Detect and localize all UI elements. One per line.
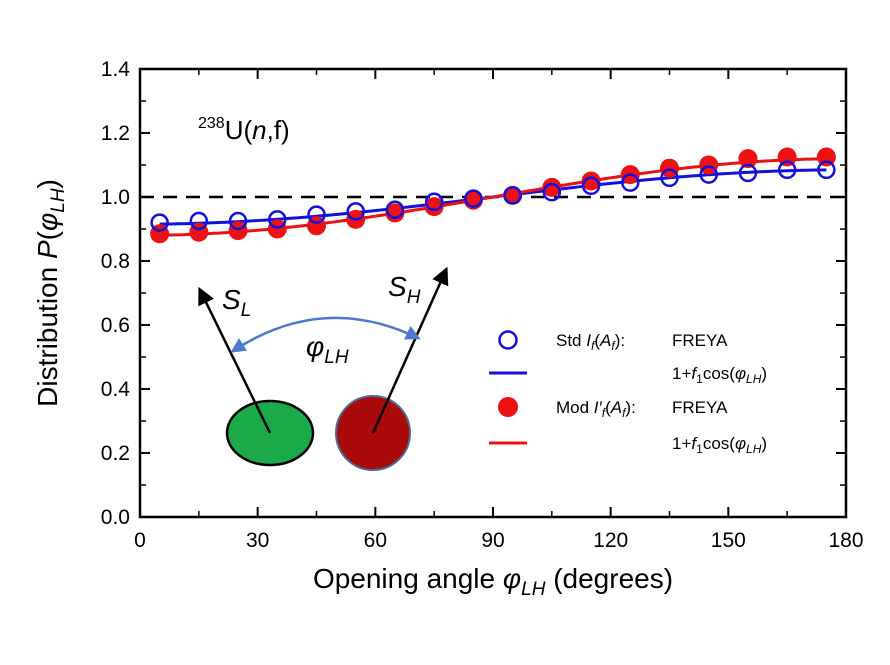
opening-angle-arrow [230,316,421,353]
y-tick-label: 0.2 [101,442,130,465]
y-axis-label: Distribution P(φLH) [32,179,69,407]
mod-freya-point [424,197,444,217]
std-freya-point [464,189,483,208]
legend: Std If(Af): FREYA 1+f1cos(φLH) Mod I′f(A… [489,330,767,456]
light-spin-label: SL [222,284,251,321]
mod-freya-point [581,171,601,191]
y-tick-label: 0.6 [101,314,130,337]
std-freya-point [307,205,326,224]
legend-mod-source: FREYA [672,398,728,417]
mod-freya-point [385,203,405,223]
series-layer [150,147,836,244]
legend-std-source: FREYA [672,331,728,350]
y-tick-label: 0.8 [101,250,130,273]
x-tick-label: 90 [481,529,504,552]
mod-freya-point [816,147,836,167]
y-tick-labels: 0.0 0.2 0.4 0.6 0.8 1.0 1.2 1.4 [101,58,131,529]
std-freya-point [346,202,365,221]
mod-freya-point [777,147,797,167]
std-freya-point [228,211,248,231]
x-tick-labels: 0 30 60 90 120 150 180 [134,529,863,552]
legend-std-fit-label: 1+f1cos(φLH) [672,364,767,386]
legend-std-label: Std If(Af): [556,331,625,353]
std-freya-point [621,173,640,192]
x-tick-label: 180 [828,529,863,552]
y-tick-label: 0.0 [101,506,130,529]
axis-ticks [139,68,847,518]
legend-mod-label: Mod I′f(Af): [556,398,636,420]
std-freya-point [817,160,836,180]
std-freya-point [777,160,797,180]
mod-freya-point [738,149,758,169]
x-axis-label: Opening angle φLH (degrees) [313,563,673,600]
y-tick-label: 1.2 [101,122,130,145]
std-freya-point [581,176,601,196]
x-tick-label: 0 [134,529,146,552]
legend-std-marker [498,330,518,350]
std-freya-point [424,192,444,212]
heavy-spin-label: SH [388,271,421,308]
std-freya-point [385,200,405,220]
x-tick-label: 60 [364,529,387,552]
light-spin-arrow [198,286,272,434]
y-tick-label: 1.0 [101,186,130,209]
std-freya-point [699,165,718,184]
std-freya-point [503,186,522,205]
legend-mod-marker [498,397,518,417]
x-tick-label: 120 [593,529,628,552]
opening-angle-label: φLH [306,331,349,368]
reaction-annotation: 238U(n,f) [198,115,290,145]
y-tick-label: 0.4 [101,378,131,401]
std-freya-point [660,168,679,188]
fragment-diagram: SL SH φLH [198,266,449,471]
std-freya-point [268,210,287,229]
std-freya-point [189,211,209,231]
mod-freya-point [542,177,562,197]
y-tick-label: 1.4 [101,58,131,81]
legend-mod-fit-label: 1+f1cos(φLH) [672,434,767,456]
std-freya-point [542,182,562,202]
x-tick-label: 30 [246,529,269,552]
std-freya-point [738,163,758,183]
x-tick-label: 150 [711,529,746,552]
mod-freya-point [503,185,523,205]
std-freya-point [150,213,169,232]
